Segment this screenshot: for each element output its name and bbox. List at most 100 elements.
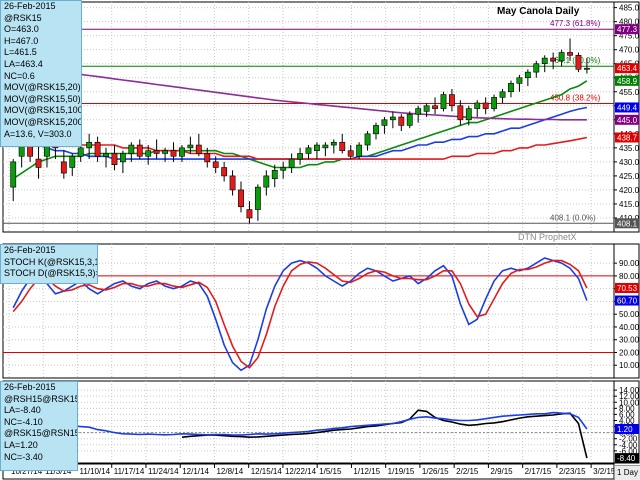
value-tag — [615, 453, 639, 464]
panel-frame — [2, 1, 615, 233]
y-tick-label: 12.00 — [619, 392, 640, 401]
candle-body — [86, 141, 93, 149]
candle-body — [322, 144, 329, 149]
price-legend-line: MOV(@RSK15,200)=445.0 — [4, 116, 81, 127]
candle-body — [550, 57, 557, 62]
y-tick-label: 30.00 — [619, 336, 640, 345]
y-tick-label: 430.0 — [619, 158, 640, 167]
x-tick-label: 12/22/14 — [285, 467, 317, 476]
candle-body — [524, 71, 531, 79]
candle-body — [364, 133, 371, 146]
candle-body — [229, 175, 236, 191]
y-tick-label: 4.00 — [619, 416, 635, 425]
candle-body — [381, 119, 388, 126]
value-tag — [615, 75, 639, 86]
candle-body — [432, 105, 438, 109]
x-tick-label: 11/3/14 — [45, 467, 72, 476]
candle-body — [103, 153, 109, 157]
x-tick-label: 2/2/15 — [456, 467, 479, 476]
price-legend-line: NC=0.6 — [4, 70, 35, 81]
candle-body — [187, 144, 194, 149]
candle-body — [254, 186, 261, 210]
value-tag — [615, 218, 639, 229]
x-tick-label: 12/8/14 — [216, 467, 243, 476]
candle-body — [162, 150, 168, 154]
candle-body — [583, 67, 590, 70]
candle-body — [263, 175, 270, 188]
value-tag-label: 445.0 — [617, 116, 638, 125]
candle-body — [10, 161, 17, 188]
candle-body — [398, 116, 405, 126]
chart-title: May Canola Daily — [497, 6, 580, 17]
value-tag-label: 449.4 — [617, 103, 638, 112]
value-tag — [615, 423, 639, 434]
candle-body — [153, 150, 160, 154]
price-legend-line: LA=463.4 — [4, 58, 43, 69]
x-tick-label: 11/24/14 — [148, 467, 179, 476]
fibonacci-label: 408.1 (0.0%) — [550, 213, 596, 222]
x-tick-label: 10/27/14 — [11, 467, 43, 476]
price-legend-line: MOV(@RSK15,20)=458.9 — [4, 82, 81, 93]
price-legend-line: MOV(@RSK15,100)=438.7 — [4, 105, 81, 116]
candle-body — [94, 141, 101, 157]
candle-body — [457, 105, 464, 121]
candle-body — [145, 150, 152, 157]
spread-legend-line: LA=-8.40 — [4, 405, 41, 416]
price-legend-line: O=463.0 — [4, 24, 39, 35]
candle-body — [423, 105, 430, 112]
candle-body — [558, 52, 565, 62]
timeframe-button[interactable]: 1 Day — [614, 465, 640, 480]
x-tick-label: 2/9/15 — [490, 467, 513, 476]
candle-body — [170, 150, 177, 157]
candle-body — [212, 161, 219, 168]
spread-legend-line: NC=-3.40 — [4, 451, 43, 462]
fibonacci-label: 477.3 (61.8%) — [550, 19, 601, 28]
candle-body — [347, 150, 354, 157]
indicator-line — [13, 411, 588, 436]
price-axis — [613, 380, 640, 464]
value-tag — [615, 102, 639, 113]
y-tick-label: 435.0 — [619, 144, 640, 153]
candle-body — [221, 167, 228, 177]
candle-body — [314, 144, 320, 151]
candle-body — [541, 57, 548, 65]
y-tick-label: 90.00 — [619, 259, 640, 268]
y-tick-label: 14.00 — [619, 386, 640, 395]
candle-body — [339, 141, 346, 151]
x-tick-label: 1/26/15 — [422, 467, 449, 476]
stoch-legend-line: 26-Feb-2015 — [4, 245, 56, 255]
candle-body — [415, 108, 422, 115]
price-axis — [613, 243, 640, 379]
candle-body — [499, 91, 506, 98]
price-legend-box: 26-Feb-2015 @RSK15 O=463.0 H=467.0 L=461.5 LA… — [0, 0, 82, 147]
y-tick-label: -2.00 — [619, 435, 638, 444]
candle-body — [533, 63, 540, 73]
candle-body — [373, 125, 379, 135]
candle-body — [474, 102, 481, 109]
value-tag — [615, 24, 639, 35]
candle-body — [330, 141, 337, 146]
candle-body — [516, 77, 523, 84]
fibonacci-label: 450.8 (38.2%) — [550, 94, 601, 103]
candle-body — [406, 113, 413, 126]
spread-legend-line: 26-Feb-2015 — [4, 382, 56, 392]
x-tick-label: 1/12/15 — [353, 467, 380, 476]
y-tick-label: 485.0 — [619, 4, 640, 13]
candle-body — [77, 147, 84, 157]
candle-body — [119, 153, 126, 163]
candle-body — [482, 102, 489, 109]
price-legend-line: H=467.0 — [4, 35, 39, 46]
y-tick-label: 10.00 — [619, 398, 640, 407]
y-tick-label: 40.00 — [619, 323, 640, 332]
y-tick-label: 470.0 — [619, 46, 640, 55]
y-tick-label: 480.0 — [619, 18, 640, 27]
stoch-legend-line: STOCH K(@RSK15,3,14)=60.70 — [4, 256, 97, 267]
value-tag-label: 458.9 — [617, 77, 638, 86]
y-tick-label: -6.00 — [619, 447, 638, 456]
value-tag-label: 477.3 — [617, 25, 638, 34]
price-legend-line: L=461.5 — [4, 47, 37, 58]
value-tag — [615, 282, 639, 293]
